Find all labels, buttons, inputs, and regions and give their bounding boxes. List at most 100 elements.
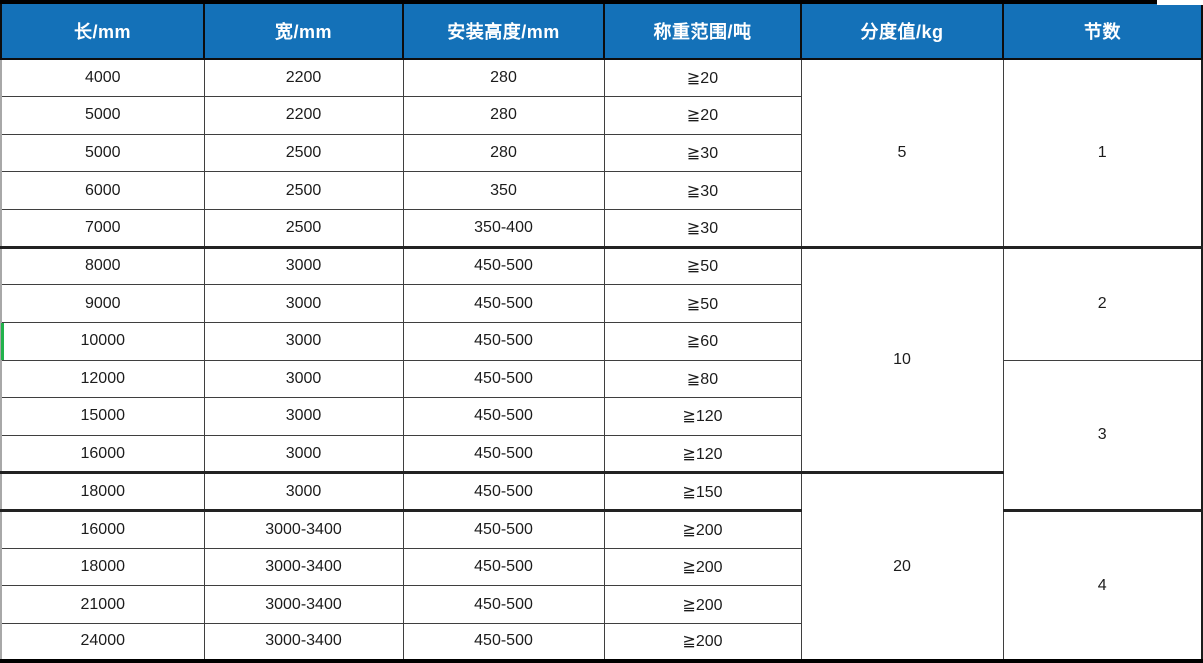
table-cell: 3000 xyxy=(203,434,404,475)
table-cell: ≧80 xyxy=(603,359,802,399)
table-cell: 450-500 xyxy=(402,585,605,624)
table-cell: 350 xyxy=(402,171,605,210)
table-cell: ≧200 xyxy=(603,510,802,549)
table-cell: 280 xyxy=(402,133,605,173)
sections-value-cell: 4 xyxy=(1002,510,1203,662)
table-row: 7000 2500 350-400 ≧30 xyxy=(0,209,1202,249)
division-value-cell: 5 xyxy=(800,58,1004,249)
table-cell: 3000-3400 xyxy=(203,547,404,587)
column-header-division: 分度值/kg xyxy=(800,1,1004,60)
table-cell: ≧120 xyxy=(603,434,802,475)
table-cell: ≧50 xyxy=(603,246,802,286)
table-cell: 2500 xyxy=(203,171,404,210)
table-cell: 3000 xyxy=(203,472,404,512)
table-row: 12000 3000 450-500 ≧80 3 xyxy=(0,359,1203,512)
table-cell: 21000 xyxy=(0,585,205,624)
table-cell: ≧30 xyxy=(603,133,802,173)
table-cell: 12000 xyxy=(0,359,205,399)
table-cell: 3000 xyxy=(203,397,404,436)
table-cell: 3000-3400 xyxy=(203,510,404,549)
table-row: 18000 3000 450-500 ≧150 20 xyxy=(0,472,1202,662)
table-cell: 450-500 xyxy=(402,434,605,475)
table-cell: 5000 xyxy=(0,133,205,173)
table-row: 24000 3000-3400 450-500 ≧200 xyxy=(0,622,1202,662)
table-cell: 3000 xyxy=(203,321,404,361)
table-cell: ≧30 xyxy=(603,171,802,210)
top-right-border-notch xyxy=(1157,0,1203,5)
table-cell: ≧200 xyxy=(603,547,802,587)
table-cell: 4000 xyxy=(0,58,205,98)
table-row: 15000 3000 450-500 ≧120 xyxy=(0,397,1202,436)
sections-value-cell: 3 xyxy=(1002,359,1203,512)
table-cell: 6000 xyxy=(0,171,205,210)
table-cell: 16000 xyxy=(0,434,205,475)
table-cell: 280 xyxy=(402,58,605,98)
table-cell: 8000 xyxy=(0,246,205,286)
table-cell: 3000-3400 xyxy=(203,622,404,662)
table-cell: 450-500 xyxy=(402,246,605,286)
table-cell: ≧20 xyxy=(603,58,802,98)
sections-value-cell: 1 xyxy=(1002,58,1203,249)
table-cell: 24000 xyxy=(0,622,205,662)
table-cell: 5000 xyxy=(0,96,205,135)
table-cell: 3000 xyxy=(203,284,404,323)
table-row: 16000 3000-3400 450-500 ≧200 4 xyxy=(0,510,1203,662)
table-row: 18000 3000-3400 450-500 ≧200 xyxy=(0,547,1202,587)
table-cell: ≧200 xyxy=(603,622,802,662)
table-cell: 16000 xyxy=(0,510,205,549)
table-cell: 2200 xyxy=(203,58,404,98)
column-header-sections: 节数 xyxy=(1002,1,1203,60)
table-cell: 350-400 xyxy=(402,209,605,249)
table-cell: 280 xyxy=(402,96,605,135)
table-row: 9000 3000 450-500 ≧50 xyxy=(0,284,1202,323)
table-cell: 2500 xyxy=(203,133,404,173)
column-header-length: 长/mm xyxy=(0,1,205,60)
table-cell: ≧200 xyxy=(603,585,802,624)
table-row: 6000 2500 350 ≧30 xyxy=(0,171,1202,210)
table-row: 10000 3000 450-500 ≧60 xyxy=(0,321,1202,361)
table-cell: 450-500 xyxy=(402,359,605,399)
table-cell: ≧150 xyxy=(603,472,802,512)
table-row: 5000 2500 280 ≧30 xyxy=(0,133,1202,173)
table-row: 5000 2200 280 ≧20 xyxy=(0,96,1202,135)
table-row: 4000 2200 280 ≧20 5 1 xyxy=(0,58,1203,249)
table-cell: 7000 xyxy=(0,209,205,249)
table-cell: 2200 xyxy=(203,96,404,135)
table-row: 8000 3000 450-500 ≧50 10 2 xyxy=(0,246,1203,475)
table-cell: 450-500 xyxy=(402,547,605,587)
selection-artifact-green-line xyxy=(1,323,4,360)
table-cell: 3000 xyxy=(203,246,404,286)
column-header-width: 宽/mm xyxy=(203,1,404,60)
division-value-cell: 10 xyxy=(800,246,1004,475)
table-cell: 15000 xyxy=(0,397,205,436)
table-cell: 450-500 xyxy=(402,622,605,662)
table-cell: 3000 xyxy=(203,359,404,399)
division-value-cell: 20 xyxy=(800,472,1004,662)
table-cell: 2500 xyxy=(203,209,404,249)
table-cell: 10000 xyxy=(0,321,205,361)
table-cell: 450-500 xyxy=(402,397,605,436)
table-cell: ≧50 xyxy=(603,284,802,323)
table-cell: ≧60 xyxy=(603,321,802,361)
table-cell: ≧30 xyxy=(603,209,802,249)
table-cell: ≧20 xyxy=(603,96,802,135)
table-row: 16000 3000 450-500 ≧120 xyxy=(0,434,1202,475)
table-cell: 450-500 xyxy=(402,472,605,512)
table-row: 21000 3000-3400 450-500 ≧200 xyxy=(0,585,1202,624)
table-header: 长/mm 宽/mm 安装高度/mm 称重范围/吨 分度值/kg 节数 xyxy=(0,1,1203,60)
sections-value-cell: 2 xyxy=(1002,246,1203,361)
column-header-height: 安装高度/mm xyxy=(402,1,605,60)
table-cell: 450-500 xyxy=(402,284,605,323)
table-cell: ≧120 xyxy=(603,397,802,436)
table-cell: 9000 xyxy=(0,284,205,323)
table-cell: 18000 xyxy=(0,547,205,587)
header-row: 长/mm 宽/mm 安装高度/mm 称重范围/吨 分度值/kg 节数 xyxy=(0,1,1203,60)
table-cell: 450-500 xyxy=(402,321,605,361)
table-cell: 450-500 xyxy=(402,510,605,549)
column-header-range: 称重范围/吨 xyxy=(603,1,802,60)
table-cell: 18000 xyxy=(0,472,205,512)
table-body: 4000 2200 280 ≧20 5 1 5000 2200 280 ≧20 5000 2500 28… xyxy=(0,58,1203,662)
table-cell: 3000-3400 xyxy=(203,585,404,624)
